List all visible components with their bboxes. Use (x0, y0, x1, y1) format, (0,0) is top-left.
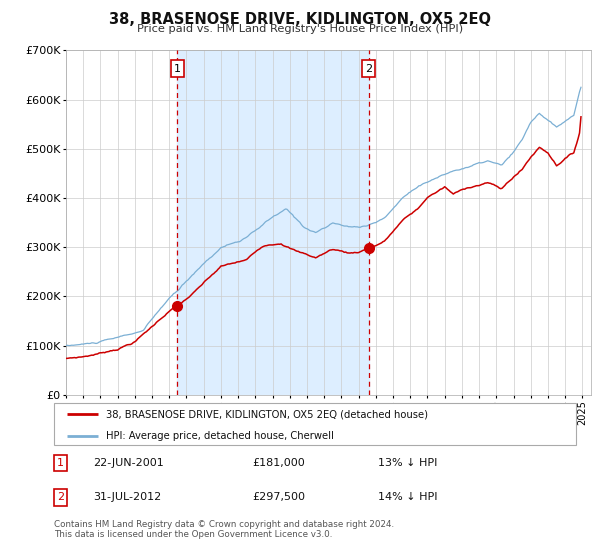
Text: Price paid vs. HM Land Registry's House Price Index (HPI): Price paid vs. HM Land Registry's House … (137, 24, 463, 34)
Bar (178, 50, 368, 395)
Text: 2: 2 (365, 64, 372, 73)
Text: HPI: Average price, detached house, Cherwell: HPI: Average price, detached house, Cher… (106, 431, 334, 441)
Text: 1: 1 (174, 64, 181, 73)
Text: Contains HM Land Registry data © Crown copyright and database right 2024.
This d: Contains HM Land Registry data © Crown c… (54, 520, 394, 539)
Text: 14% ↓ HPI: 14% ↓ HPI (377, 492, 437, 502)
Text: £297,500: £297,500 (253, 492, 305, 502)
Text: 2: 2 (57, 492, 64, 502)
Text: 38, BRASENOSE DRIVE, KIDLINGTON, OX5 2EQ: 38, BRASENOSE DRIVE, KIDLINGTON, OX5 2EQ (109, 12, 491, 27)
Text: 38, BRASENOSE DRIVE, KIDLINGTON, OX5 2EQ (detached house): 38, BRASENOSE DRIVE, KIDLINGTON, OX5 2EQ… (106, 409, 428, 419)
Text: 1: 1 (57, 458, 64, 468)
FancyBboxPatch shape (54, 403, 576, 445)
Text: £181,000: £181,000 (253, 458, 305, 468)
Text: 22-JUN-2001: 22-JUN-2001 (93, 458, 164, 468)
Text: 31-JUL-2012: 31-JUL-2012 (93, 492, 161, 502)
Text: 13% ↓ HPI: 13% ↓ HPI (377, 458, 437, 468)
